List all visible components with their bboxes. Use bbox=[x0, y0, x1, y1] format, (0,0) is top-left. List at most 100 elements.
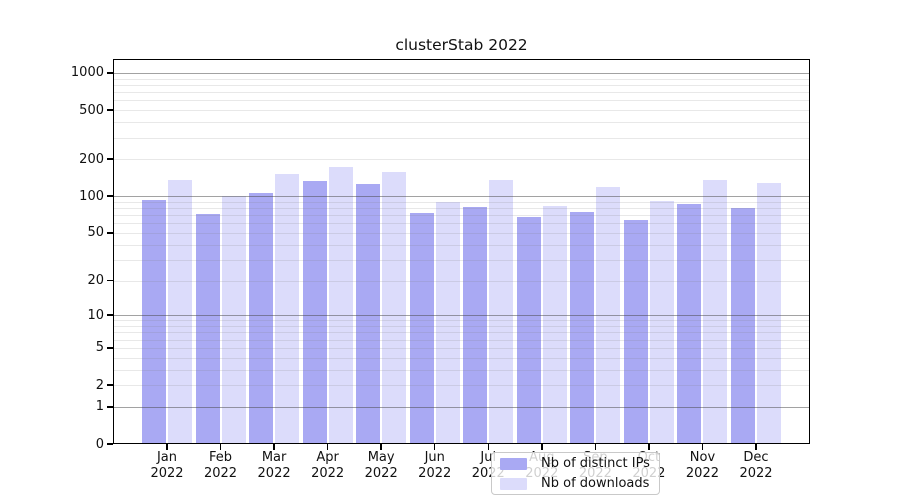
x-tick-mark-dec bbox=[755, 444, 757, 450]
y-tick-mark-200 bbox=[106, 158, 113, 160]
bars-layer bbox=[113, 59, 810, 444]
x-tick-mark-may bbox=[380, 444, 382, 450]
y-tick-mark-50 bbox=[106, 232, 113, 234]
y-gridline-8 bbox=[113, 326, 810, 327]
y-tick-mark-10 bbox=[106, 314, 113, 316]
y-gridline-40 bbox=[113, 244, 810, 246]
bar-distinct-ips-sep bbox=[570, 212, 595, 444]
bar-distinct-ips-apr bbox=[302, 180, 327, 444]
plot-area: Nb of distinct IPs Nb of downloads bbox=[113, 59, 810, 495]
y-gridline-50 bbox=[113, 232, 810, 234]
bar-downloads-may bbox=[382, 172, 407, 444]
bar-distinct-ips-aug bbox=[516, 216, 541, 444]
bar-distinct-ips-nov bbox=[677, 204, 702, 444]
bar-distinct-ips-feb bbox=[195, 213, 220, 444]
y-gridline-10 bbox=[113, 315, 810, 317]
bar-distinct-ips-mar bbox=[249, 193, 274, 444]
x-tick-mark-jan bbox=[166, 444, 168, 450]
x-tick-mark-feb bbox=[219, 444, 222, 450]
y-tick-label-50: 50 bbox=[87, 225, 104, 241]
gridlines bbox=[113, 59, 810, 444]
bar-downloads-apr bbox=[328, 166, 353, 444]
y-tick-label-1000: 1000 bbox=[70, 65, 104, 81]
y-tick-label-200: 200 bbox=[79, 151, 104, 167]
y-gridline-600 bbox=[113, 100, 810, 102]
y-gridline-2 bbox=[113, 385, 810, 386]
x-tick-mark-oct bbox=[648, 444, 650, 450]
legend-swatch-distinct-ips bbox=[500, 457, 527, 470]
bar-distinct-ips-oct bbox=[623, 219, 648, 444]
y-gridline-70 bbox=[113, 215, 810, 217]
bar-distinct-ips-jul bbox=[463, 206, 488, 444]
y-gridline-1000 bbox=[113, 72, 810, 74]
x-tick-mark-mar bbox=[273, 444, 275, 450]
y-gridline-3 bbox=[113, 369, 810, 371]
y-tick-label-2: 2 bbox=[95, 377, 104, 393]
y-gridline-4 bbox=[113, 357, 810, 359]
y-tick-label-20: 20 bbox=[87, 273, 104, 288]
y-tick-label-5: 5 bbox=[95, 340, 104, 356]
y-gridline-20 bbox=[113, 280, 810, 282]
legend-label-distinct-ips: Nb of distinct IPs bbox=[541, 456, 650, 471]
x-tick-mark-aug bbox=[541, 444, 543, 450]
y-gridline-300 bbox=[113, 137, 810, 139]
legend: Nb of distinct IPs Nb of downloads bbox=[491, 452, 660, 495]
x-tick-mark-sep bbox=[594, 444, 597, 450]
y-tick-mark-5 bbox=[106, 347, 113, 349]
y-tick-label-100: 100 bbox=[79, 188, 104, 204]
y-gridline-500 bbox=[113, 110, 810, 112]
y-tick-label-1: 1 bbox=[95, 399, 104, 415]
y-gridline-5 bbox=[113, 347, 810, 349]
bar-downloads-jan bbox=[168, 180, 192, 444]
x-tick-mark-jul bbox=[487, 444, 490, 450]
y-gridline-90 bbox=[113, 201, 810, 203]
y-tick-mark-100 bbox=[106, 195, 113, 197]
chart-title: clusterStab 2022 bbox=[395, 36, 528, 54]
y-gridline-60 bbox=[113, 223, 810, 225]
y-tick-mark-0 bbox=[106, 443, 113, 445]
y-gridline-7 bbox=[113, 332, 810, 334]
legend-swatch-downloads bbox=[500, 477, 527, 490]
y-gridline-100 bbox=[113, 196, 810, 198]
y-gridline-700 bbox=[113, 92, 810, 94]
y-tick-label-10: 10 bbox=[87, 307, 104, 323]
y-gridline-80 bbox=[113, 208, 810, 210]
bar-downloads-aug bbox=[542, 206, 567, 444]
bar-distinct-ips-jan bbox=[142, 200, 166, 444]
y-gridline-200 bbox=[113, 159, 810, 161]
x-tick-label-nov: Nov 2022 bbox=[685, 450, 719, 481]
y-gridline-6 bbox=[113, 339, 810, 341]
bar-downloads-jun bbox=[435, 202, 460, 444]
y-gridline-400 bbox=[113, 122, 810, 124]
plot-frame bbox=[113, 59, 810, 444]
bar-distinct-ips-jun bbox=[409, 212, 434, 444]
x-tick-label-may: May 2022 bbox=[364, 450, 398, 481]
bar-downloads-dec bbox=[757, 183, 781, 444]
y-tick-mark-1 bbox=[106, 406, 113, 408]
bar-distinct-ips-may bbox=[356, 183, 381, 444]
legend-item-distinct-ips: Nb of distinct IPs bbox=[500, 455, 659, 472]
y-tick-label-500: 500 bbox=[79, 102, 104, 118]
y-gridline-1 bbox=[113, 406, 810, 408]
legend-item-downloads: Nb of downloads bbox=[500, 475, 659, 492]
legend-label-downloads: Nb of downloads bbox=[541, 476, 650, 491]
y-tick-mark-1000 bbox=[106, 72, 113, 74]
y-gridline-800 bbox=[113, 84, 810, 86]
bar-downloads-mar bbox=[275, 173, 300, 444]
x-tick-label-mar: Mar 2022 bbox=[257, 450, 291, 481]
y-tick-mark-20 bbox=[106, 279, 113, 282]
y-gridline-30 bbox=[113, 259, 810, 261]
y-tick-mark-2 bbox=[106, 384, 113, 386]
x-tick-label-jan: Jan 2022 bbox=[150, 450, 184, 481]
x-tick-mark-apr bbox=[326, 444, 329, 450]
bar-distinct-ips-dec bbox=[731, 208, 755, 444]
bar-downloads-nov bbox=[703, 180, 728, 444]
y-tick-label-0: 0 bbox=[95, 436, 104, 452]
y-gridline-900 bbox=[113, 78, 810, 80]
bar-downloads-feb bbox=[221, 196, 246, 444]
x-tick-mark-jun bbox=[433, 444, 436, 450]
x-tick-label-apr: Apr 2022 bbox=[311, 450, 345, 481]
y-tick-mark-500 bbox=[106, 109, 113, 111]
x-tick-label-jun: Jun 2022 bbox=[418, 450, 452, 481]
